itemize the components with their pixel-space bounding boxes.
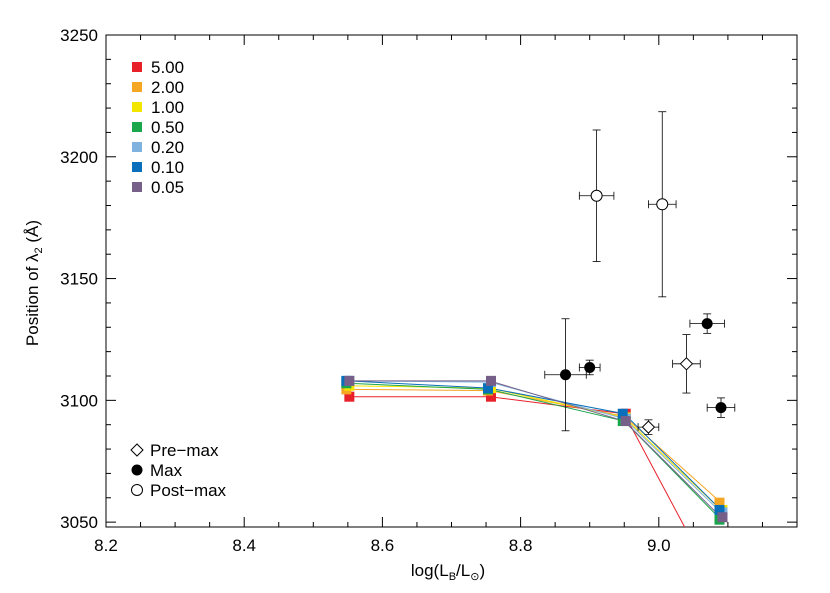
obs-point-post-max bbox=[578, 129, 615, 262]
model-marker-0.05 bbox=[717, 512, 728, 523]
filled-circle-marker bbox=[584, 361, 596, 373]
model-line-0.05 bbox=[347, 380, 722, 518]
legend-open-circle-marker bbox=[131, 484, 143, 496]
model-markers bbox=[341, 375, 728, 525]
x-tick-label: 8.6 bbox=[371, 536, 395, 555]
x-axis-label-end: ) bbox=[479, 561, 485, 580]
axis-ticks bbox=[105, 34, 797, 527]
x-axis-label-sub: B bbox=[449, 571, 456, 583]
model-marker-0.10 bbox=[483, 383, 494, 394]
model-marker-0.10 bbox=[617, 408, 628, 419]
model-marker-5.00 bbox=[344, 391, 355, 402]
y-axis-label-main: Position of λ bbox=[23, 253, 42, 346]
legend-marker-label: Max bbox=[150, 461, 183, 480]
model-line-5.00 bbox=[347, 396, 686, 527]
y-tick-label: 3150 bbox=[60, 270, 98, 289]
model-line-0.50 bbox=[347, 382, 722, 521]
filled-circle-marker bbox=[715, 402, 727, 414]
model-lines bbox=[347, 380, 722, 527]
filled-circle-marker bbox=[701, 318, 713, 330]
model-line-2.00 bbox=[347, 388, 722, 504]
legend-label-0.05: 0.05 bbox=[151, 178, 184, 197]
model-marker-2.00 bbox=[714, 497, 725, 508]
legend-marker-label: Pre−max bbox=[150, 441, 219, 460]
x-axis-label: log(LB/L⊙) bbox=[411, 561, 485, 583]
model-marker-0.05 bbox=[486, 375, 497, 386]
legend-label-0.10: 0.10 bbox=[151, 158, 184, 177]
obs-point-max bbox=[689, 313, 725, 334]
x-axis-label-mid: /L bbox=[456, 561, 470, 580]
series-legend: 5.002.001.000.500.200.100.05 bbox=[132, 58, 184, 197]
legend-filled-circle-marker bbox=[131, 464, 143, 476]
model-line-0.20 bbox=[347, 380, 722, 513]
y-axis-label-sub: 2 bbox=[33, 247, 45, 253]
legend-label-2.00: 2.00 bbox=[151, 78, 184, 97]
legend-diamond-marker bbox=[130, 443, 144, 457]
x-axis-label-main: log(L bbox=[411, 561, 449, 580]
obs-point-max bbox=[544, 318, 587, 432]
obs-point-pre-max bbox=[637, 419, 660, 435]
y-tick-label: 3100 bbox=[60, 391, 98, 410]
obs-point-pre-max bbox=[672, 334, 701, 394]
open-circle-marker bbox=[656, 198, 669, 211]
legend-swatch-5.00 bbox=[132, 62, 142, 72]
y-axis-label: Position of λ2 (Å) bbox=[23, 220, 45, 346]
filled-circle-marker bbox=[560, 369, 572, 381]
legend-swatch-0.20 bbox=[132, 142, 142, 152]
obs-point-post-max bbox=[648, 111, 677, 298]
legend-label-5.00: 5.00 bbox=[151, 58, 184, 77]
model-marker-0.10 bbox=[714, 504, 725, 515]
legend-swatch-0.50 bbox=[132, 122, 142, 132]
open-circle-marker bbox=[590, 189, 603, 202]
model-marker-0.05 bbox=[344, 375, 355, 386]
legend-swatch-0.05 bbox=[132, 182, 142, 192]
x-tick-label: 8.4 bbox=[232, 536, 256, 555]
x-tick-label: 8.8 bbox=[509, 536, 533, 555]
y-axis-label-end: (Å) bbox=[23, 220, 42, 247]
legend-marker-label: Post−max bbox=[150, 481, 227, 500]
legend-label-1.00: 1.00 bbox=[151, 98, 184, 117]
diamond-marker bbox=[641, 420, 656, 434]
y-tick-label: 3050 bbox=[60, 513, 98, 532]
legend-label-0.20: 0.20 bbox=[151, 138, 184, 157]
y-tick-label: 3200 bbox=[60, 148, 98, 167]
observations bbox=[544, 111, 736, 435]
x-tick-label: 9.0 bbox=[647, 536, 671, 555]
x-axis-label-sub2: ⊙ bbox=[470, 571, 479, 583]
obs-point-max bbox=[706, 397, 736, 418]
model-line-1.00 bbox=[347, 385, 722, 511]
x-tick-label: 8.2 bbox=[94, 536, 118, 555]
legend-swatch-2.00 bbox=[132, 82, 142, 92]
obs-point-max bbox=[578, 359, 601, 376]
axis-tick-labels: 8.2 8.4 8.6 8.8 9.0 3050 3100 3150 3200 3250 bbox=[60, 26, 670, 555]
model-marker-5.00 bbox=[486, 391, 497, 402]
y-tick-label: 3250 bbox=[60, 26, 98, 45]
legend-swatch-1.00 bbox=[132, 102, 142, 112]
model-marker-0.05 bbox=[620, 416, 631, 427]
legend-swatch-0.10 bbox=[132, 162, 142, 172]
legend-label-0.50: 0.50 bbox=[151, 118, 184, 137]
diamond-marker bbox=[679, 357, 694, 371]
